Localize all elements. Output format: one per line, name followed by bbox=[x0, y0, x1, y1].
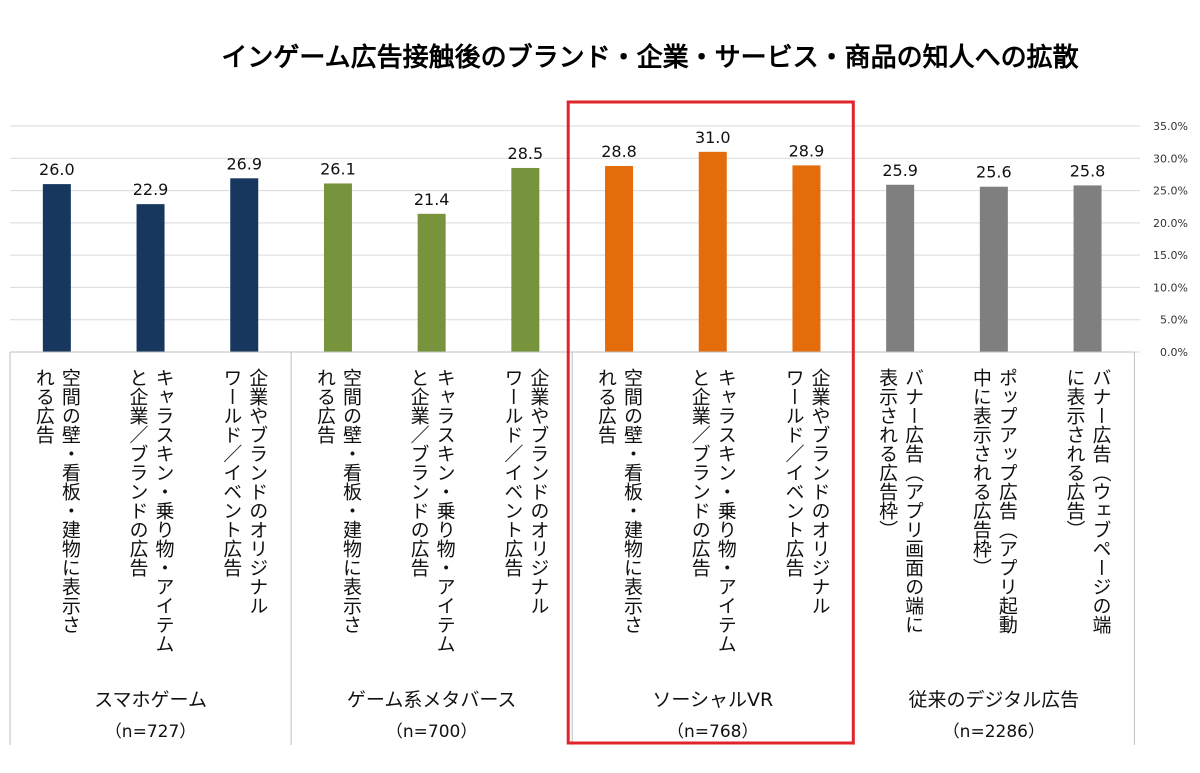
category-label: ワールド／イベント広告 bbox=[501, 368, 523, 577]
category-label: バナー広告（アプリ画面の端に bbox=[902, 368, 924, 634]
bar bbox=[792, 165, 821, 352]
data-label: 25.6 bbox=[976, 163, 1012, 182]
bar bbox=[979, 186, 1008, 352]
bar bbox=[136, 204, 165, 352]
bar bbox=[605, 166, 634, 352]
category-label: ワールド／イベント広告 bbox=[782, 368, 804, 577]
category-label: キャラスキン・乗り物・アイテム bbox=[153, 368, 175, 653]
data-label: 26.1 bbox=[320, 159, 356, 178]
bar bbox=[230, 178, 259, 352]
data-label: 26.9 bbox=[226, 154, 262, 173]
data-label: 28.5 bbox=[508, 144, 544, 163]
category-label: キャラスキン・乗り物・アイテム bbox=[434, 368, 456, 653]
group-sample-size: （n=2286） bbox=[943, 722, 1045, 742]
bar bbox=[417, 213, 446, 352]
bar bbox=[698, 151, 727, 352]
data-label: 28.8 bbox=[601, 142, 637, 161]
group-sample-size: （n=700） bbox=[386, 722, 477, 742]
category-label: れる広告 bbox=[595, 368, 617, 444]
y-tick-label: 0.0% bbox=[1160, 346, 1188, 359]
category-label: 企業やブランドのオリジナル bbox=[527, 368, 549, 615]
category-label: ワールド／イベント広告 bbox=[220, 368, 242, 577]
category-label: 空間の壁・看板・建物に表示さ bbox=[621, 368, 643, 634]
y-tick-label: 10.0% bbox=[1153, 281, 1188, 294]
category-label: に表示される広告） bbox=[1064, 368, 1086, 539]
data-labels: 26.0 22.9 26.9 26.1 21.4 28.5 28.8 31.0 28.9 25.9… bbox=[39, 128, 1105, 209]
y-tick-label: 20.0% bbox=[1153, 217, 1188, 230]
bars bbox=[42, 151, 1102, 352]
data-label: 31.0 bbox=[695, 128, 731, 147]
data-label: 28.9 bbox=[789, 141, 825, 160]
data-label: 26.0 bbox=[39, 160, 75, 179]
category-label: れる広告 bbox=[314, 368, 336, 444]
category-label: 空間の壁・看板・建物に表示さ bbox=[59, 368, 81, 634]
group-label: ゲーム系メタバース bbox=[347, 689, 516, 711]
bar bbox=[42, 184, 71, 352]
bar bbox=[1073, 185, 1102, 352]
category-label: ポップアップ広告（アプリ起動 bbox=[996, 368, 1018, 634]
category-label: 中に表示される広告枠） bbox=[970, 368, 992, 577]
y-tick-label: 25.0% bbox=[1153, 185, 1188, 198]
category-label: と企業／ブランドの広告 bbox=[689, 368, 711, 577]
group-sample-size: （n=727） bbox=[105, 722, 196, 742]
category-label: 企業やブランドのオリジナル bbox=[808, 368, 830, 615]
data-label: 22.9 bbox=[133, 180, 169, 199]
y-tick-label: 30.0% bbox=[1153, 152, 1188, 165]
group-boxes bbox=[9, 100, 1135, 745]
category-label: 企業やブランドのオリジナル bbox=[246, 368, 268, 615]
category-label: バナー広告（ウェブページの端 bbox=[1090, 368, 1112, 634]
data-label: 25.8 bbox=[1070, 161, 1106, 180]
highlight-box bbox=[566, 100, 855, 745]
group-sample-size: （n=768） bbox=[667, 722, 758, 742]
bar bbox=[323, 183, 352, 352]
category-label: と企業／ブランドの広告 bbox=[127, 368, 149, 577]
category-label: れる広告 bbox=[33, 368, 55, 444]
y-axis: 0.0% 5.0% 10.0% 15.0% 20.0% 25.0% 30.0% 35.0% bbox=[1153, 120, 1188, 359]
data-label: 25.9 bbox=[882, 161, 918, 180]
bar bbox=[886, 184, 915, 352]
group-label: ソーシャルVR bbox=[652, 689, 773, 711]
data-label: 21.4 bbox=[414, 190, 450, 209]
y-tick-label: 35.0% bbox=[1153, 120, 1188, 133]
y-tick-label: 15.0% bbox=[1153, 249, 1188, 262]
category-label: 空間の壁・看板・建物に表示さ bbox=[340, 368, 362, 634]
chart-title: インゲーム広告接触後のブランド・企業・サービス・商品の知人への拡散 bbox=[221, 42, 1078, 73]
category-label: 表示される広告枠） bbox=[876, 368, 898, 539]
y-tick-label: 5.0% bbox=[1160, 314, 1188, 327]
gridlines bbox=[10, 125, 1140, 353]
category-label: と企業／ブランドの広告 bbox=[408, 368, 430, 577]
group-label: 従来のデジタル広告 bbox=[909, 689, 1080, 711]
category-label: キャラスキン・乗り物・アイテム bbox=[715, 368, 737, 653]
bar bbox=[511, 167, 540, 352]
group-label: スマホゲーム bbox=[94, 689, 207, 711]
